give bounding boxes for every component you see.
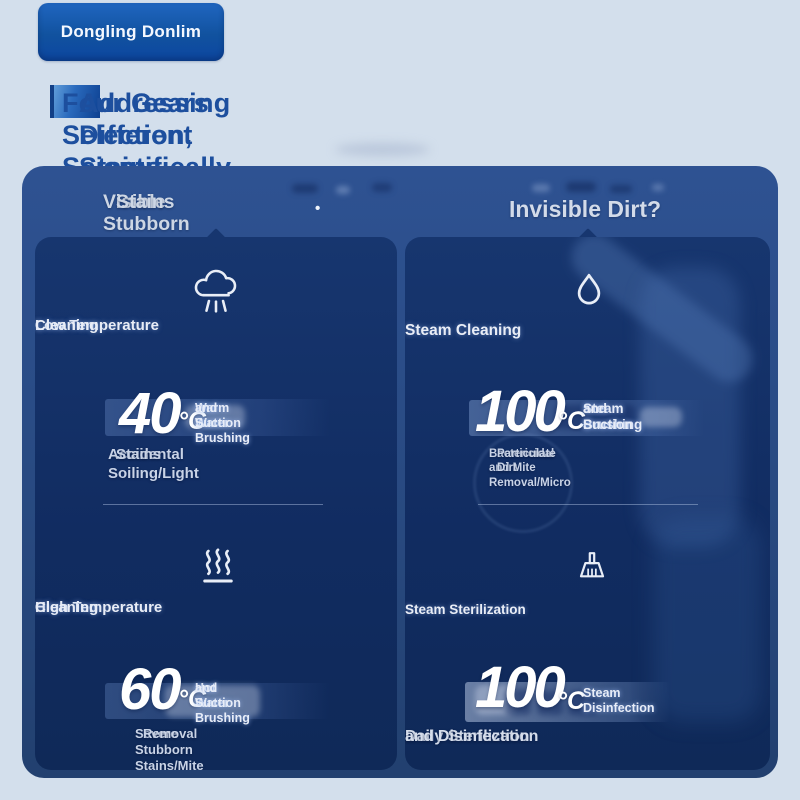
section-divider <box>478 504 698 505</box>
column-header-invisible-dirt: Invisible Dirt? <box>508 196 662 222</box>
method-line: Warm Water Brushing <box>195 401 250 445</box>
section-divider <box>103 504 323 505</box>
target-line: Bactericidal and Mite Removal/Micro <box>489 448 571 489</box>
method-line: and Suction <box>195 401 241 430</box>
artifact-blob <box>537 691 563 715</box>
brand-logo-text: Dongling Donlim <box>60 22 202 41</box>
water-drop-icon <box>577 273 601 305</box>
method-line: and Suction <box>583 401 633 433</box>
temperature-unit: °C <box>178 407 207 435</box>
card-invisible-dirt: Steam Cleaning 100 °C Steam Brushing and… <box>405 237 770 770</box>
header-bullet-dot: • <box>315 200 321 217</box>
mode-line: Low Temperature <box>35 317 159 334</box>
temperature-value: 100 <box>475 655 566 720</box>
broom-icon <box>579 552 605 578</box>
method-line: Steam Brushing <box>583 401 643 433</box>
header-line: Stains <box>116 191 175 213</box>
temperature-value: 100 <box>475 379 566 444</box>
target-line: Severe Stubborn Stains/Mite <box>135 726 204 770</box>
artifact-blob <box>568 691 598 715</box>
artifact-blob <box>566 182 596 192</box>
temperature-unit: °C <box>557 407 586 435</box>
highlight-band <box>105 683 330 719</box>
artifact-blob <box>165 685 260 717</box>
page-title-line-2: Addressing Different Stains <box>79 88 231 182</box>
mode-line: Cleaning <box>35 317 99 334</box>
artifact-blob <box>555 405 635 429</box>
header-line: Visible Stubborn <box>103 191 190 236</box>
method-line: Hot Water Brushing <box>195 681 250 725</box>
temperature-value: 40 <box>119 381 181 446</box>
card-visible-stains: Low Temperature Cleaning 40 °C Warm Wate… <box>35 237 397 770</box>
artifact-blob <box>372 183 392 192</box>
target-line: Particulate Dirt <box>497 448 556 475</box>
method-line: Steam Disinfection <box>583 686 655 715</box>
card-content: Steam Cleaning 100 °C Steam Brushing and… <box>405 237 770 770</box>
target-line: Stains <box>116 446 162 463</box>
temperature-unit: °C <box>178 685 207 713</box>
mode-line: Steam Cleaning <box>405 322 522 339</box>
artifact-blob <box>652 184 664 191</box>
artifact-blob <box>505 689 531 715</box>
temperature-unit: °C <box>557 687 586 715</box>
target-line: Removal <box>143 726 198 741</box>
product-ghost-shape <box>640 267 740 547</box>
artifact-blob <box>532 184 550 192</box>
product-ghost-ring <box>473 433 573 533</box>
mode-line: Cleaning <box>35 599 99 616</box>
product-ghost-shape <box>653 517 761 722</box>
card-content: Low Temperature Cleaning 40 °C Warm Wate… <box>35 237 397 770</box>
artifact-blob <box>640 407 682 427</box>
highlight-band <box>465 682 670 722</box>
target-line: Accidental Soiling/Light <box>108 446 199 482</box>
steam-cloud-icon <box>194 269 237 313</box>
target-line: and Disinfection <box>405 728 530 745</box>
highlight-band <box>105 399 330 436</box>
artifact-smudge <box>335 143 430 156</box>
artifact-blob <box>292 184 318 193</box>
mode-line: Steam Sterilization <box>405 602 526 617</box>
hot-surface-icon <box>203 548 233 583</box>
artifact-blob <box>185 405 245 429</box>
method-line: and Suction <box>195 681 241 710</box>
temperature-value: 60 <box>119 657 181 722</box>
mode-line: High Temperature <box>35 599 163 616</box>
title-accent-block <box>50 85 100 118</box>
target-line: Daily Sterilization <box>405 728 539 745</box>
artifact-blob <box>336 186 350 194</box>
brand-logo: Dongling Donlim <box>38 3 224 61</box>
artifact-blob <box>610 185 632 193</box>
